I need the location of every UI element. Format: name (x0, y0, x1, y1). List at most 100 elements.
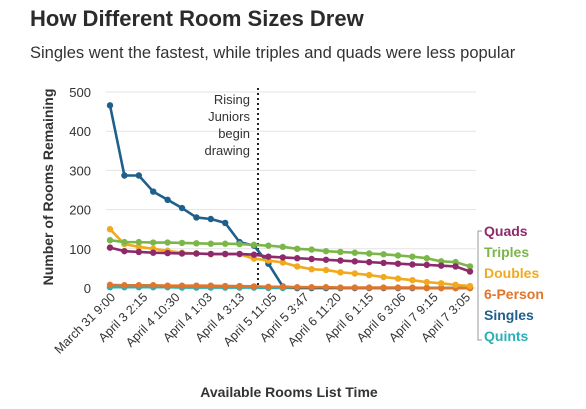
data-point-doubles (466, 282, 474, 290)
annotation-text: drawing (204, 143, 250, 158)
data-point-quads (394, 260, 402, 267)
data-point-triples (366, 250, 373, 257)
y-tick-label: 0 (84, 281, 91, 296)
data-point-quads (423, 261, 430, 269)
data-point-quads (135, 248, 142, 256)
data-point-6-person (250, 283, 258, 290)
data-point-quads (265, 253, 272, 260)
data-point-quads (351, 258, 358, 265)
legend-label-6-person: 6-Person (484, 286, 544, 302)
data-point-doubles (337, 269, 344, 276)
annotation-text: Juniors (208, 109, 250, 124)
data-point-triples (150, 239, 157, 246)
data-point-triples (222, 240, 229, 247)
data-point-triples (135, 238, 142, 246)
data-point-quads (337, 257, 344, 264)
data-point-6-person (294, 284, 301, 291)
data-point-6-person (322, 284, 330, 291)
y-tick-label: 500 (69, 85, 91, 100)
data-point-triples (265, 242, 272, 249)
data-point-triples (466, 263, 474, 270)
data-point-doubles (409, 276, 416, 284)
data-point-triples (164, 239, 171, 246)
data-point-6-person (337, 284, 344, 291)
annotation-text: Rising (214, 92, 250, 107)
data-point-6-person (409, 284, 416, 291)
data-point-doubles (308, 265, 315, 273)
data-point-6-person (164, 282, 171, 289)
data-point-triples (193, 240, 200, 247)
data-point-triples (250, 241, 258, 249)
data-point-triples (337, 248, 344, 256)
data-point-doubles (351, 270, 358, 277)
data-point-quads (466, 268, 474, 275)
data-point-quads (222, 250, 229, 258)
data-point-singles (178, 204, 186, 212)
data-point-triples (322, 247, 330, 255)
data-point-6-person (265, 283, 272, 291)
y-tick-label: 100 (69, 242, 91, 257)
data-point-6-person (380, 284, 387, 291)
data-point-6-person (121, 282, 128, 289)
series-singles (106, 102, 474, 292)
data-point-triples (236, 240, 243, 248)
y-tick-label: 400 (69, 124, 91, 139)
data-point-6-person (178, 282, 186, 289)
data-point-quads (322, 256, 330, 263)
data-point-singles (121, 172, 128, 179)
data-point-6-person (423, 284, 430, 292)
data-point-quads (294, 255, 301, 262)
data-point-doubles (106, 226, 114, 233)
data-point-quads (236, 250, 243, 258)
data-point-triples (409, 253, 416, 260)
data-point-6-person (366, 284, 373, 291)
data-point-doubles (366, 271, 373, 279)
series-quads (106, 244, 474, 275)
data-point-doubles (380, 273, 387, 281)
data-point-triples (308, 246, 315, 253)
data-point-singles (207, 215, 214, 223)
data-point-quads (164, 249, 171, 257)
legend-label-triples: Triples (484, 244, 529, 260)
data-point-6-person (394, 284, 402, 291)
data-point-quads (366, 258, 373, 266)
data-point-6-person (106, 281, 114, 289)
data-point-6-person (308, 284, 315, 291)
data-point-quads (308, 255, 315, 263)
data-point-doubles (438, 280, 445, 287)
data-point-quads (106, 244, 114, 251)
legend-label-singles: Singles (484, 307, 534, 323)
data-point-singles (106, 102, 114, 109)
data-point-quads (207, 250, 214, 258)
data-point-singles (150, 188, 157, 195)
rising-juniors-annotation: Rising Juniors begin drawing (204, 88, 259, 288)
annotation-text: begin (218, 126, 250, 141)
data-point-triples (394, 252, 402, 259)
data-point-triples (207, 240, 214, 247)
data-point-doubles (135, 243, 142, 251)
data-point-quads (409, 261, 416, 268)
data-point-quads (438, 262, 445, 269)
data-point-6-person (279, 283, 286, 291)
series-line-singles (108, 105, 470, 290)
page-title: How Different Room Sizes Drew (30, 6, 364, 31)
y-tick-label: 200 (69, 203, 91, 218)
data-point-doubles (394, 275, 402, 282)
data-point-triples (106, 236, 114, 244)
legend-label-quads: Quads (484, 223, 528, 239)
data-point-doubles (279, 259, 286, 266)
data-point-triples (121, 238, 128, 246)
data-point-doubles (322, 266, 330, 274)
data-point-quads (150, 249, 157, 256)
legend-bracket (477, 230, 482, 341)
series-triples (106, 236, 474, 270)
data-point-triples (178, 239, 186, 247)
page-subtitle: Singles went the fastest, while triples … (30, 44, 516, 62)
data-point-singles (164, 196, 171, 203)
data-point-6-person (351, 284, 358, 291)
data-point-6-person (150, 282, 157, 289)
data-point-6-person (236, 282, 243, 290)
data-point-doubles (294, 263, 301, 270)
data-point-6-person (438, 284, 445, 292)
